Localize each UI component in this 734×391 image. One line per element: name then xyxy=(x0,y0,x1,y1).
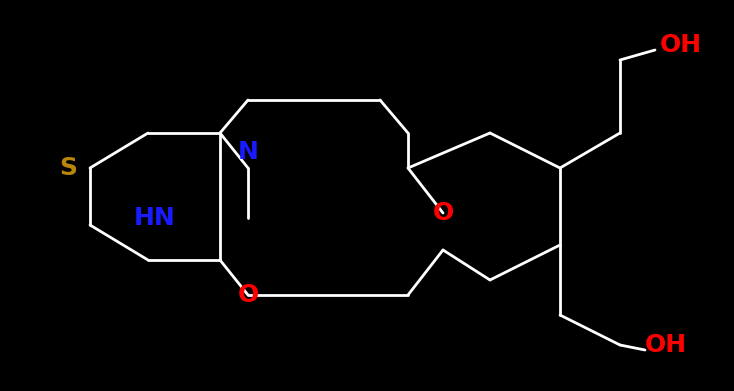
Text: O: O xyxy=(237,283,258,307)
Text: OH: OH xyxy=(645,333,687,357)
Text: O: O xyxy=(432,201,454,225)
Text: S: S xyxy=(59,156,77,180)
Text: OH: OH xyxy=(660,33,702,57)
Text: HN: HN xyxy=(134,206,176,230)
Text: N: N xyxy=(238,140,258,164)
